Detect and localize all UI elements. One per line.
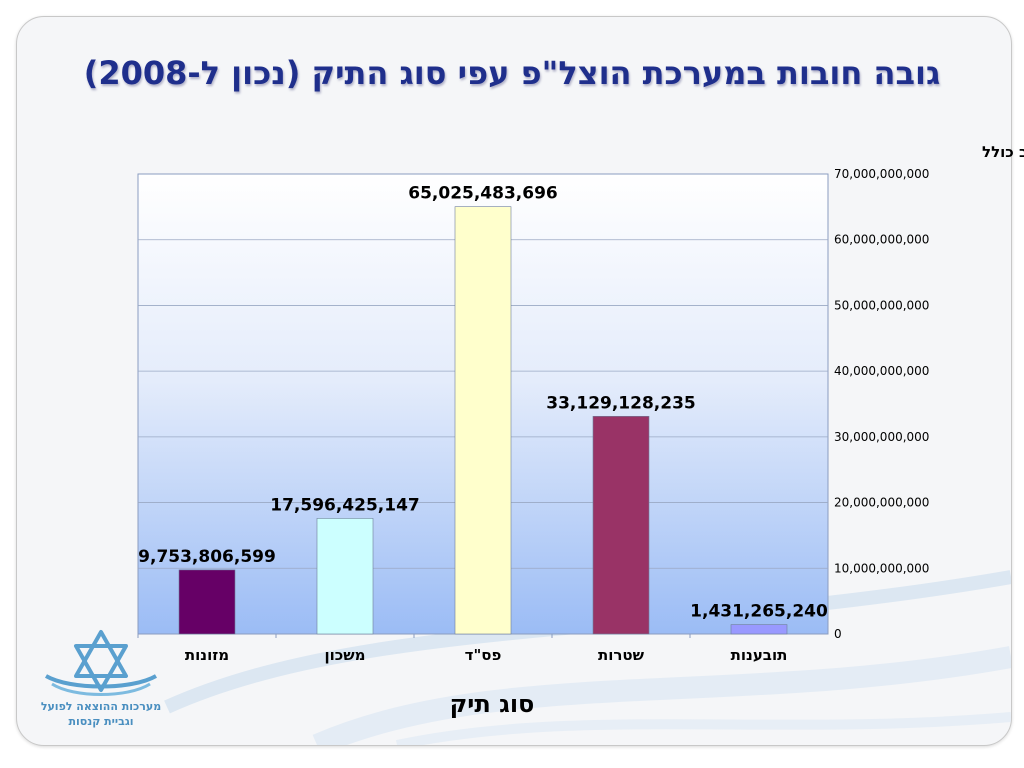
logo-text-line1: מערכות ההוצאה לפועל [40,700,162,713]
logo-emblem [44,630,158,696]
y-axis-label: גובה חוב כולל [982,143,1024,161]
y-tick-label: 20,000,000,000 [834,496,929,510]
y-tick-label: 70,000,000,000 [834,167,929,181]
bar [178,569,236,635]
logo-text-line2: וגביית קנסות [68,715,134,728]
bar [730,624,788,635]
bar-value-label: 17,596,425,147 [270,495,420,515]
y-tick-label: 40,000,000,000 [834,364,929,378]
x-axis-ticks: מזונות משכון פס"ד שטרות תובענות [137,634,788,664]
y-axis-ticks: 0 10,000,000,000 20,000,000,000 30,000,000,… [834,167,929,641]
bar-value-label: 1,431,265,240 [690,602,828,622]
bar [316,518,374,635]
y-tick-label: 0 [834,627,842,641]
x-tick-label: תובענות [731,646,788,664]
x-axis-label: סוג תיק [450,690,535,718]
y-tick-label: 60,000,000,000 [834,233,929,247]
y-tick-label: 50,000,000,000 [834,298,929,312]
bar [592,415,650,635]
bar-value-label: 33,129,128,235 [546,393,696,413]
y-tick-label: 10,000,000,000 [834,561,929,575]
bars-group [178,206,788,635]
y-tick-label: 30,000,000,000 [834,430,929,444]
bar [454,206,512,635]
x-tick-label: פס"ד [465,646,502,664]
bar-value-label: 9,753,806,599 [138,547,276,567]
value-labels-group: 9,753,806,599 17,596,425,147 65,025,483,69… [138,184,828,622]
x-tick-label: מזונות [185,646,229,664]
bar-value-label: 65,025,483,696 [408,184,558,204]
slide-title: גובה חובות במערכת הוצל"פ עפי סוג התיק (נ… [83,54,941,92]
x-tick-label: שטרות [598,646,645,664]
x-tick-label: משכון [324,646,365,664]
